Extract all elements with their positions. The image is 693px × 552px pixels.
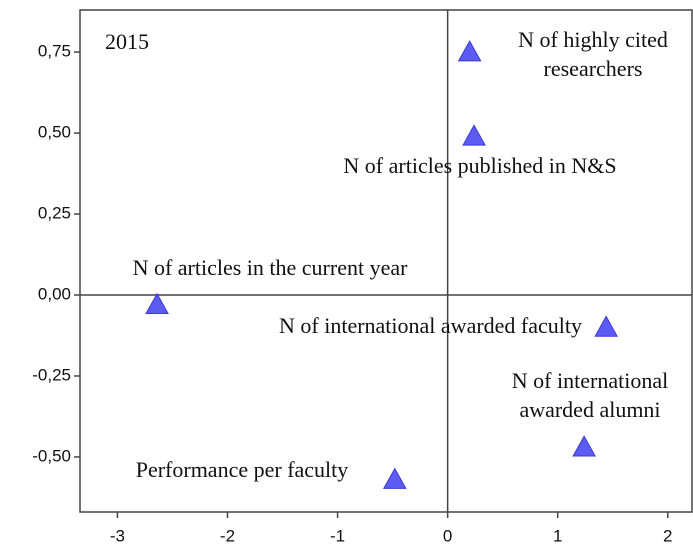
marker [382, 467, 407, 489]
chart-title: 2015 [105, 29, 149, 54]
point-label: Performance per faculty [136, 457, 349, 482]
x-tick-label: 0 [443, 526, 452, 545]
point-label: awarded alumni [519, 397, 660, 422]
x-tick-label: 1 [553, 526, 562, 545]
point-label: researchers [544, 56, 643, 81]
y-tick-label: 0,75 [38, 42, 71, 61]
marker [457, 40, 482, 62]
y-tick-label: -0,25 [32, 365, 71, 384]
y-tick-label: -0,50 [32, 446, 71, 465]
marker [594, 315, 618, 337]
point-label: N of articles in the current year [133, 255, 409, 280]
y-tick-label: 0,00 [38, 284, 71, 303]
marker [462, 124, 486, 146]
x-tick-label: -2 [220, 526, 235, 545]
point-label: N of international [512, 368, 668, 393]
point-label: N of highly cited [518, 27, 668, 52]
point-label: N of international awarded faculty [279, 313, 582, 338]
x-tick-label: -1 [330, 526, 345, 545]
point-label: N of articles published in N&S [343, 153, 616, 178]
x-tick-label: 2 [663, 526, 672, 545]
plot-frame [79, 9, 693, 513]
marker [145, 292, 169, 315]
y-tick-label: 0,25 [38, 204, 71, 223]
y-tick-label: 0,50 [38, 123, 71, 142]
marker [572, 435, 596, 457]
x-tick-label: -3 [110, 526, 125, 545]
